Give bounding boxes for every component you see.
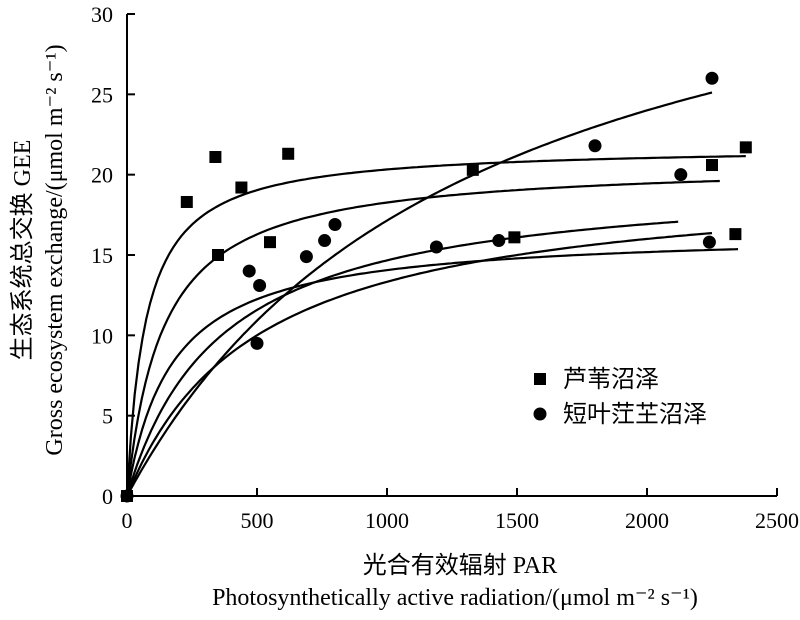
y-tick-label: 0 — [102, 484, 113, 509]
data-point-circle — [588, 139, 602, 153]
data-point-square — [508, 231, 521, 244]
data-point-circle — [242, 264, 256, 278]
x-axis-title-en: Photosynthetically active radiation/(μmo… — [212, 585, 698, 611]
y-tick-label: 20 — [91, 163, 113, 188]
legend: 芦苇沼泽 短叶茳芏沼泽 — [533, 366, 707, 428]
legend-label-series-1: 芦苇沼泽 — [563, 366, 659, 393]
x-tick-label: 2500 — [755, 508, 799, 533]
data-points — [120, 71, 752, 503]
data-point-square — [264, 236, 276, 249]
fitted-curve-6 — [126, 91, 713, 497]
data-point-square — [466, 163, 479, 176]
data-point-circle — [674, 168, 688, 182]
x-tick-label: 500 — [241, 508, 274, 533]
data-point-square — [282, 147, 295, 160]
data-point-square — [180, 195, 193, 208]
fitted-curve-2 — [125, 179, 720, 497]
fitted-curves — [125, 91, 746, 497]
y-axis-title-en: Gross ecosystem exchange/(μmol m⁻² s⁻¹) — [42, 44, 68, 455]
data-point-circle — [299, 250, 313, 264]
data-point-circle — [318, 234, 332, 248]
data-point-circle — [328, 217, 342, 231]
data-point-square — [739, 141, 752, 154]
legend-label-series-2: 短叶茳芏沼泽 — [563, 401, 707, 428]
axes: 0 5 10 15 20 25 30 0 500 1000 1500 2000 2500 — [91, 2, 799, 533]
x-tick-label: 0 — [122, 508, 133, 533]
data-point-circle — [250, 336, 264, 350]
data-point-square — [706, 159, 718, 172]
y-tick-label: 15 — [91, 243, 113, 268]
y-tick-label: 10 — [91, 323, 113, 348]
data-point-square — [212, 249, 224, 261]
fitted-curve-5 — [125, 232, 713, 497]
data-point-square — [209, 150, 222, 163]
x-tick-label: 1500 — [495, 508, 539, 533]
data-point-circle — [705, 71, 719, 85]
legend-circle-marker — [533, 407, 547, 421]
y-axis-title-cn: 生态系统总交换 GEE — [9, 140, 36, 361]
data-point-circle — [702, 235, 716, 249]
data-point-circle — [253, 279, 267, 293]
fitted-curve-4 — [125, 220, 679, 497]
data-point-circle — [429, 240, 443, 254]
fitted-curve-3 — [125, 248, 739, 497]
y-tick-label: 5 — [102, 404, 113, 429]
x-tick-label: 2000 — [625, 508, 669, 533]
y-tick-label: 25 — [91, 82, 113, 107]
data-point-circle — [492, 234, 506, 248]
x-axis-title-cn: 光合有效辐射 PAR — [363, 552, 557, 579]
data-point-square — [729, 228, 742, 241]
legend-square-marker — [534, 373, 546, 385]
fitted-curve-1 — [125, 155, 746, 497]
data-point-square — [235, 181, 248, 194]
x-tick-label: 1000 — [365, 508, 409, 533]
y-tick-label: 30 — [91, 2, 113, 27]
